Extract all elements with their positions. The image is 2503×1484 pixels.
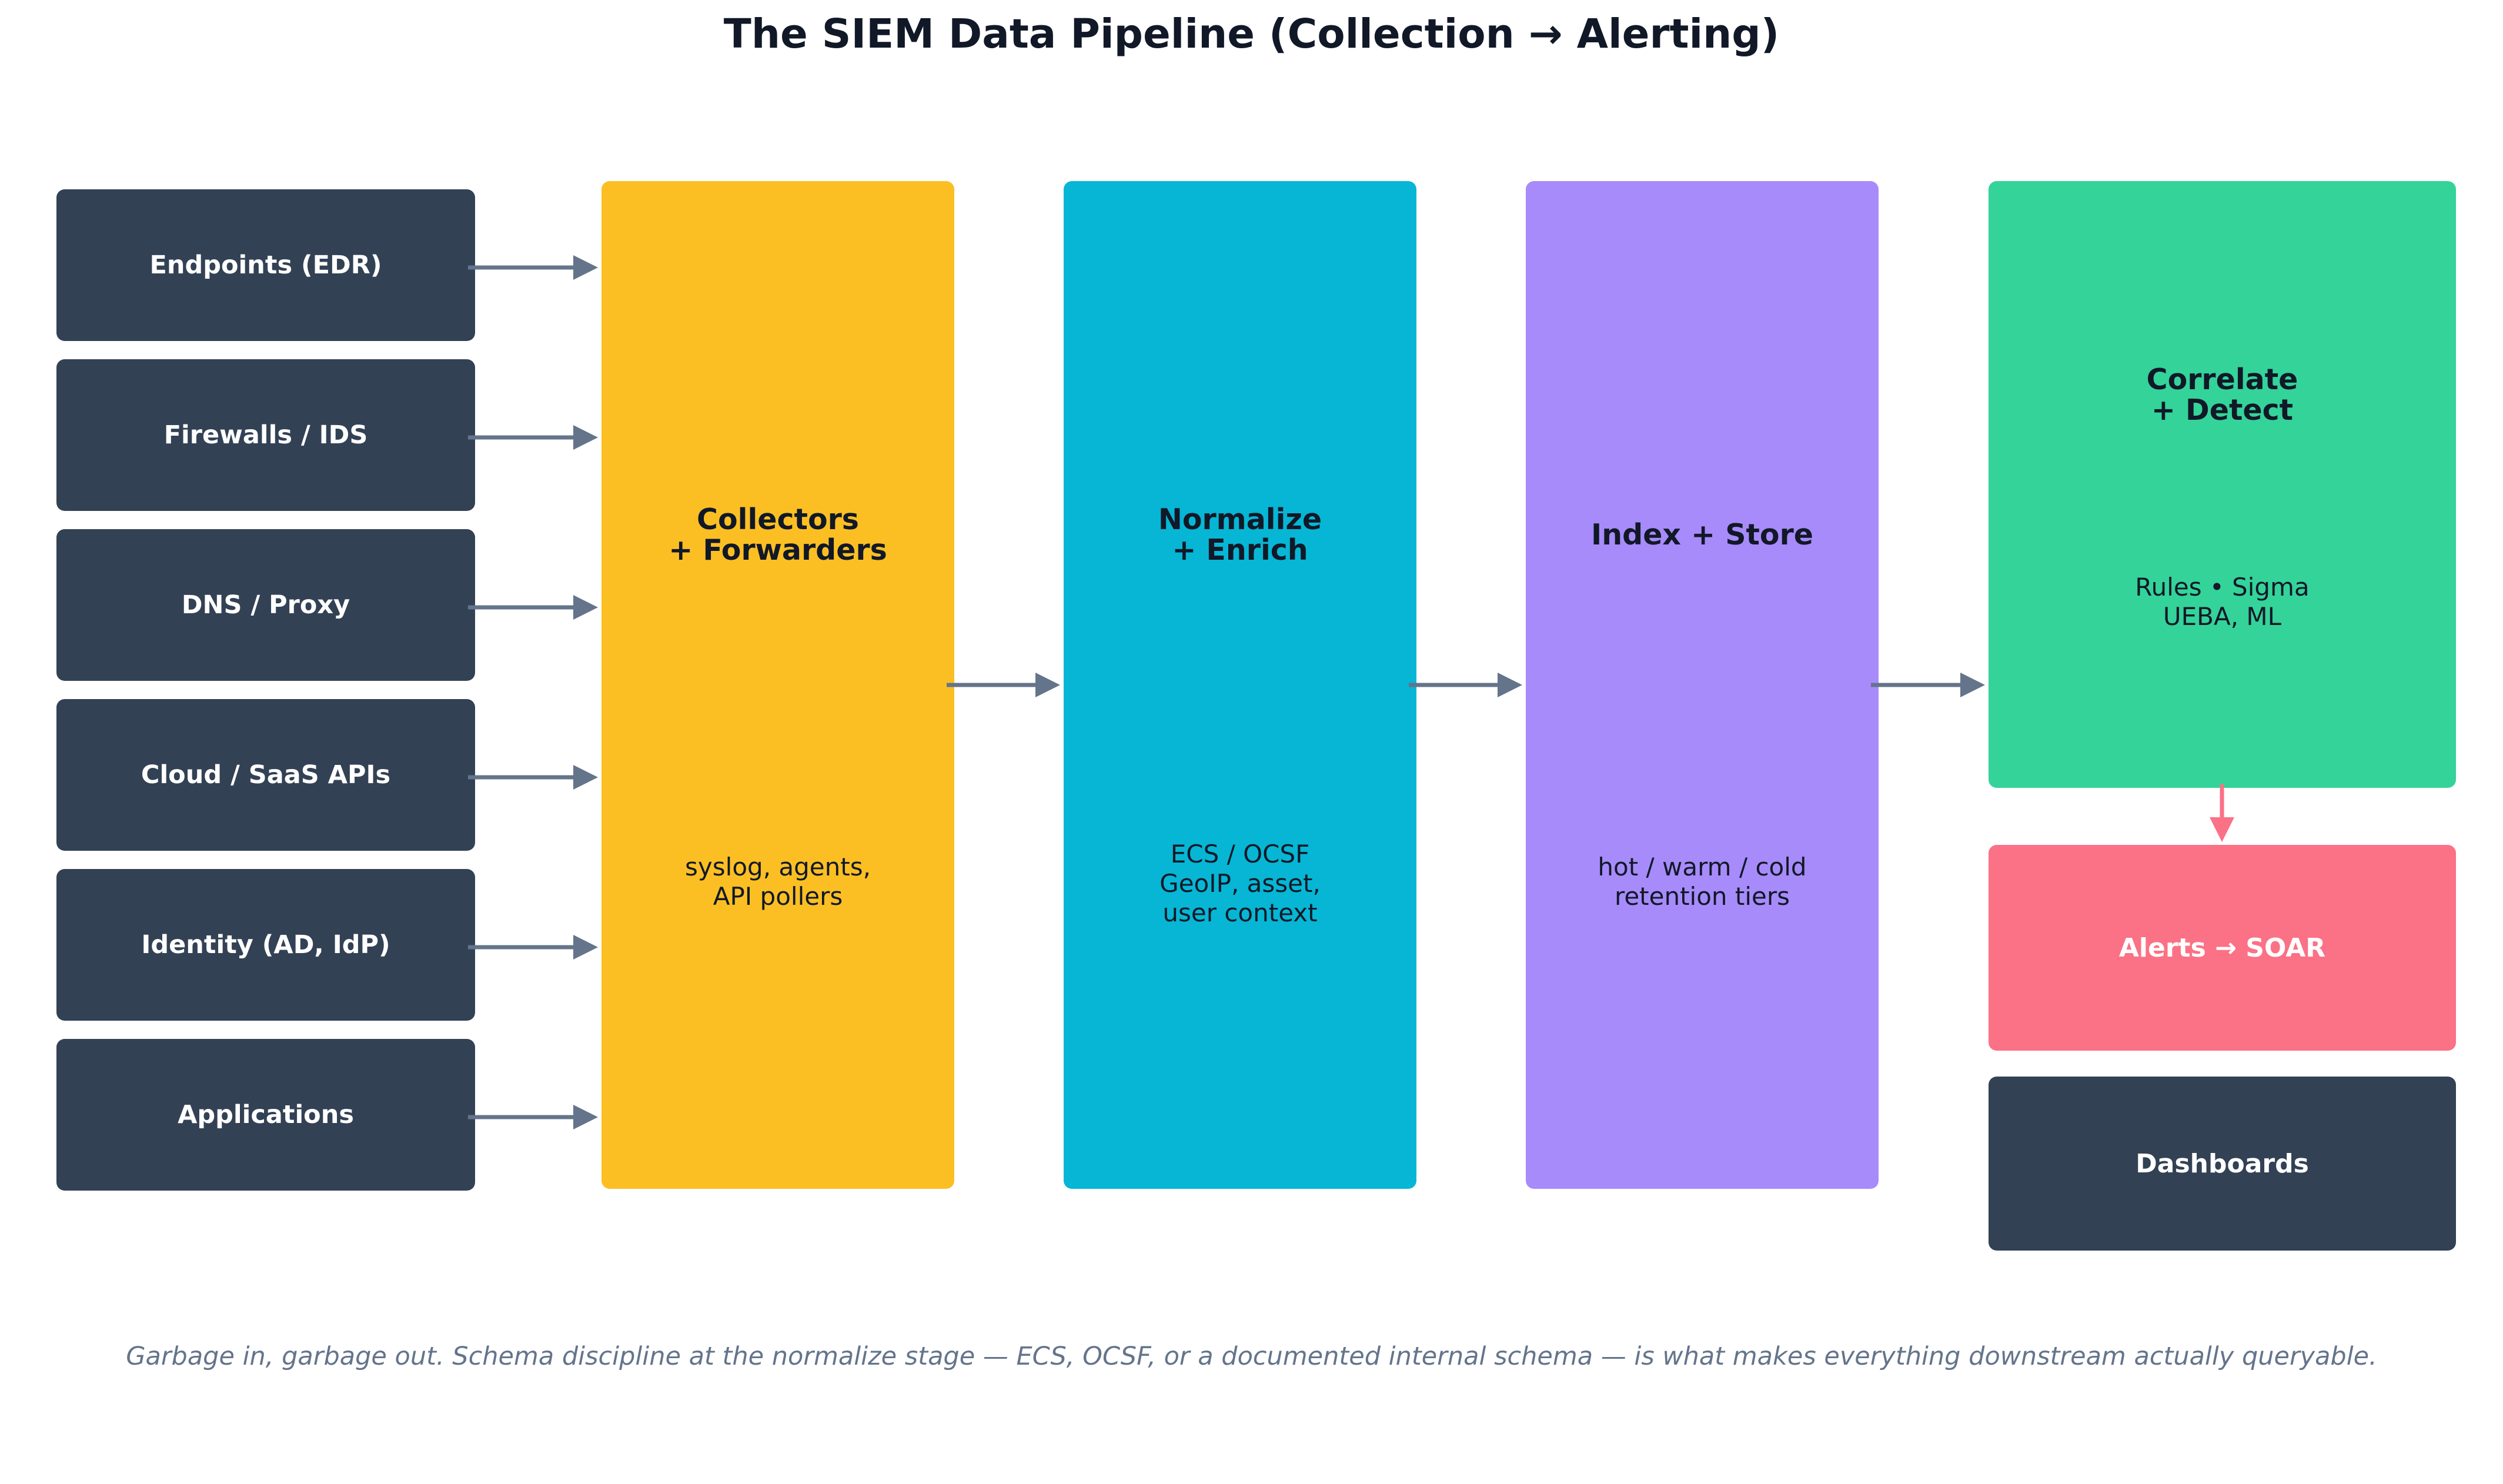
stage-detail: Rules • Sigma UEBA, ML: [2135, 573, 2310, 631]
stage-index-store: Index + Store hot / warm / cold retentio…: [1526, 181, 1879, 1189]
source-applications: Applications: [56, 1039, 475, 1191]
source-identity: Identity (AD, IdP): [56, 869, 475, 1021]
stage-detail: hot / warm / cold retention tiers: [1598, 853, 1807, 911]
source-endpoints: Endpoints (EDR): [56, 189, 475, 341]
dashboards-box: Dashboards: [1989, 1077, 2456, 1251]
stage-detail: syslog, agents, API pollers: [685, 853, 871, 911]
stage-collectors: Collectors + Forwarders syslog, agents, …: [601, 181, 954, 1189]
source-cloud-saas: Cloud / SaaS APIs: [56, 699, 475, 851]
caption-note: Garbage in, garbage out. Schema discipli…: [126, 1342, 2377, 1371]
source-label: Firewalls / IDS: [163, 420, 368, 450]
source-label: DNS / Proxy: [181, 590, 350, 620]
stage-normalize: Normalize + Enrich ECS / OCSF GeoIP, ass…: [1064, 181, 1416, 1189]
dashboards-label: Dashboards: [2136, 1148, 2309, 1179]
source-label: Identity (AD, IdP): [141, 930, 390, 960]
stage-correlate-detect: Correlate + Detect Rules • Sigma UEBA, M…: [1989, 181, 2456, 788]
stage-heading: Collectors + Forwarders: [669, 503, 887, 567]
alerts-soar-box: Alerts → SOAR: [1989, 845, 2456, 1051]
source-label: Endpoints (EDR): [149, 250, 382, 280]
stage-heading: Normalize + Enrich: [1158, 503, 1322, 567]
source-dns-proxy: DNS / Proxy: [56, 529, 475, 681]
alerts-label: Alerts → SOAR: [2118, 932, 2326, 963]
stage-heading: Correlate + Detect: [2146, 363, 2298, 427]
stage-heading: Index + Store: [1591, 518, 1813, 552]
stage-detail: ECS / OCSF GeoIP, asset, user context: [1159, 840, 1321, 927]
source-label: Applications: [178, 1100, 354, 1129]
source-label: Cloud / SaaS APIs: [141, 760, 391, 790]
source-firewalls: Firewalls / IDS: [56, 359, 475, 511]
diagram-title: The SIEM Data Pipeline (Collection → Ale…: [723, 11, 1780, 58]
